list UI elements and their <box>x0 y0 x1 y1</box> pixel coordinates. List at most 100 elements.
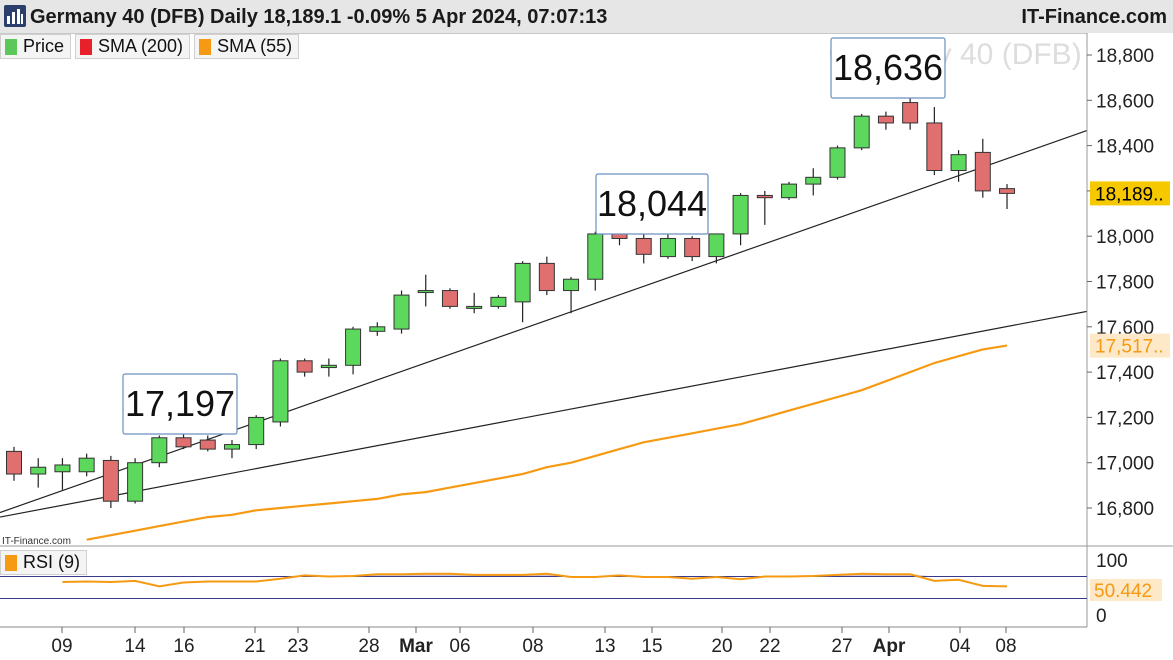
sma200-swatch-icon <box>80 38 93 55</box>
sma55-swatch-icon <box>199 38 212 55</box>
candle-body[interactable] <box>926 122 943 172</box>
x-tick-label: 15 <box>641 636 662 657</box>
candle-body[interactable] <box>853 115 870 149</box>
candle-body[interactable] <box>199 439 216 450</box>
candle-body[interactable] <box>417 290 434 294</box>
candle-body[interactable] <box>902 102 919 124</box>
callout-box <box>122 373 238 435</box>
candle-body[interactable] <box>538 262 555 292</box>
y-tick-label: 17,000 <box>1096 454 1154 475</box>
candle-body[interactable] <box>30 466 47 475</box>
legend-sma200-label: SMA (200) <box>98 36 184 56</box>
candle-body[interactable] <box>345 328 362 366</box>
rsi-tick-label: 100 <box>1096 551 1128 572</box>
x-tick-label: 08 <box>995 636 1016 657</box>
price-legend: Price SMA (200) SMA (55) <box>0 34 300 59</box>
x-tick-label: 16 <box>173 636 194 657</box>
x-tick-label: Mar <box>399 636 433 657</box>
rsi-swatch-icon <box>5 554 17 571</box>
callout-box <box>595 173 709 235</box>
candle-body[interactable] <box>6 450 22 475</box>
callout-box <box>830 37 946 99</box>
candle-body[interactable] <box>732 194 749 235</box>
legend-rsi-label: RSI (9) <box>23 552 81 572</box>
last-price-label: 18,189.. <box>1095 184 1164 205</box>
candle-body[interactable] <box>441 290 458 307</box>
candle-body[interactable] <box>272 360 289 423</box>
candle-body[interactable] <box>78 457 95 473</box>
candle-body[interactable] <box>999 188 1016 194</box>
candle-body[interactable] <box>781 183 798 199</box>
chart-title: Germany 40 (DFB) Daily 18,189.1 -0.09% 5… <box>30 6 608 28</box>
rsi-line <box>62 572 1008 588</box>
candle-body[interactable] <box>369 326 386 332</box>
candle-body[interactable] <box>756 194 773 199</box>
price-axis: 18,80018,60018,40018,20018,00017,80017,6… <box>1086 33 1173 627</box>
candle-body[interactable] <box>877 115 894 124</box>
legend-rsi[interactable]: RSI (9) <box>0 550 88 575</box>
candle-body[interactable] <box>223 444 240 450</box>
candle-body[interactable] <box>514 262 531 303</box>
sma55-axis-label: 17,517.. <box>1095 337 1164 358</box>
callout-label: 18,044 <box>597 183 707 224</box>
candle-body[interactable] <box>127 462 144 502</box>
candle-body[interactable] <box>635 237 652 255</box>
y-tick-label: 16,800 <box>1096 499 1154 520</box>
x-tick-label: 04 <box>949 636 971 657</box>
candle-body[interactable] <box>684 237 701 258</box>
candle-body[interactable] <box>950 154 967 172</box>
callout-label: 17,197 <box>125 383 235 424</box>
legend-sma200[interactable]: SMA (200) <box>75 34 191 59</box>
candle-body[interactable] <box>805 176 822 185</box>
candle-body[interactable] <box>974 151 991 192</box>
sma55-axis-label-bg <box>1090 333 1170 358</box>
price-swatch-icon <box>5 38 17 55</box>
candle-body[interactable] <box>393 294 410 330</box>
trendline-1 <box>0 129 1087 514</box>
candle-body[interactable] <box>102 459 119 502</box>
candle-body[interactable] <box>587 233 604 280</box>
x-tick-label: 14 <box>124 636 146 657</box>
small-brand: IT-Finance.com <box>2 536 71 547</box>
candle-body[interactable] <box>54 464 71 473</box>
legend-sma55-label: SMA (55) <box>217 36 293 56</box>
x-tick-label: 28 <box>358 636 379 657</box>
instrument-logo-icon <box>4 5 26 27</box>
candle-body[interactable] <box>175 437 192 448</box>
time-axis: 09 14 16 21 23 28 Mar 06 08 13 15 20 22 27 Apr 04 08 <box>0 545 1173 660</box>
candle-body[interactable] <box>490 296 507 307</box>
y-tick-label: 18,000 <box>1096 227 1154 248</box>
x-tick-label: 21 <box>244 636 265 657</box>
y-tick-label: 18,400 <box>1096 137 1154 158</box>
legend-price[interactable]: Price <box>0 34 72 59</box>
y-tick-label: 17,200 <box>1096 408 1154 429</box>
y-tick-label: 18,600 <box>1096 91 1154 112</box>
rsi-tick-label: 0 <box>1096 606 1107 627</box>
y-tick-label: 17,800 <box>1096 273 1154 294</box>
candle-body[interactable] <box>466 305 483 309</box>
x-tick-label: Apr <box>873 636 906 657</box>
candle-body[interactable] <box>151 437 168 464</box>
x-tick-label: 09 <box>51 636 72 657</box>
candle-body[interactable] <box>829 147 846 178</box>
trendlines <box>0 129 1087 518</box>
candle-body[interactable] <box>320 364 337 369</box>
y-tick-label: 18,800 <box>1096 46 1154 67</box>
rsi-panel: 100 0 50.442 <box>0 551 1162 627</box>
callouts: 17,197 18,044 18,636 <box>122 37 946 435</box>
candle-body[interactable] <box>611 233 628 239</box>
candle-body[interactable] <box>708 233 725 258</box>
candle-body[interactable] <box>296 360 313 373</box>
trendline-2 <box>0 310 1087 518</box>
callout-label: 18,636 <box>833 47 943 88</box>
price-axis-bg <box>1087 33 1173 627</box>
candle-body[interactable] <box>248 416 265 446</box>
rsi-last-label: 50.442 <box>1094 581 1152 602</box>
chart-header: Germany 40 (DFB) Daily 18,189.1 -0.09% 5… <box>0 0 1173 34</box>
candles <box>6 92 1016 508</box>
y-tick-label: 17,600 <box>1096 318 1154 339</box>
legend-sma55[interactable]: SMA (55) <box>194 34 300 59</box>
candle-body[interactable] <box>659 237 676 258</box>
candle-body[interactable] <box>563 278 580 292</box>
